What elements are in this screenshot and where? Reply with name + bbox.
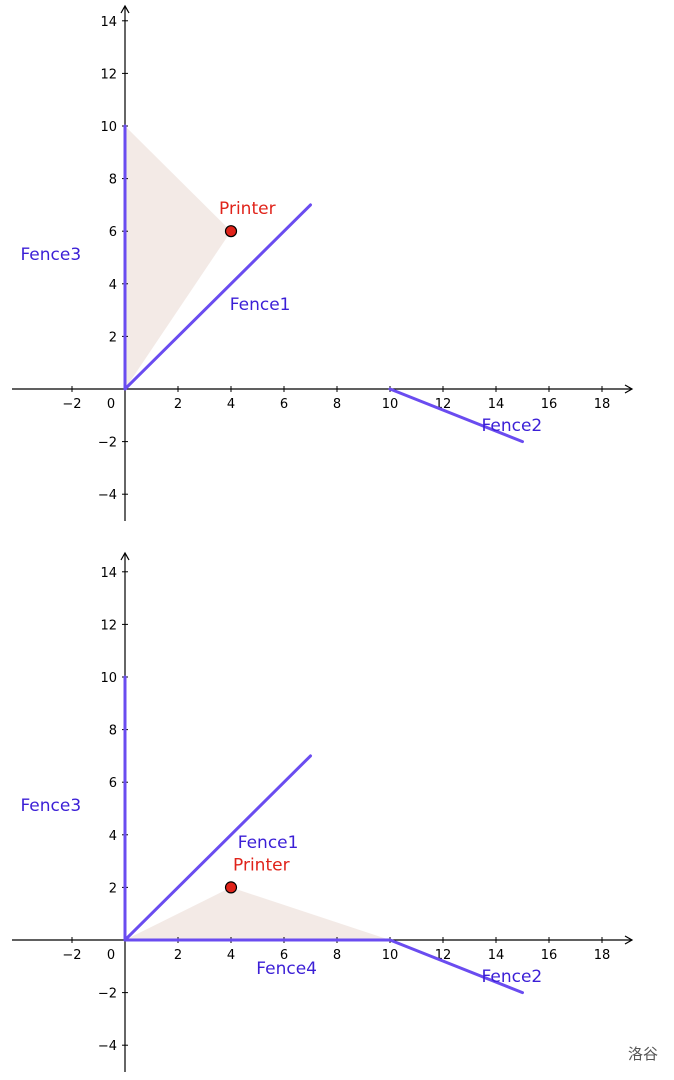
x-axis-arrow [624, 935, 634, 945]
x-tick-label: −2 [62, 397, 81, 412]
y-tick-label: 10 [100, 120, 117, 135]
y-axis-arrow [120, 4, 130, 14]
watermark: 洛谷 [627, 1045, 658, 1063]
panel-2: −2 0 2 4 6 8 10 12 14 16 18−4−22468101214Fence1Fen… [12, 551, 634, 1072]
y-tick-label: 4 [109, 278, 117, 293]
y-tick-label: 14 [100, 15, 117, 30]
x-tick-label: 4 [227, 948, 235, 963]
x-tick-label: −2 [62, 948, 81, 963]
printer-point [224, 225, 238, 238]
y-tick-label: 10 [100, 671, 117, 686]
fence-label: Fence3 [20, 245, 81, 265]
fence-label: Fence4 [256, 959, 317, 979]
printer-point [224, 881, 238, 894]
x-tick-label: 18 [594, 397, 611, 412]
y-tick-label: 8 [109, 724, 117, 739]
y-tick-label: 2 [109, 881, 117, 896]
x-tick-label: 6 [280, 948, 288, 963]
x-tick-label: 18 [594, 948, 611, 963]
y-tick-label: −4 [98, 488, 117, 503]
printer-label: Printer [233, 855, 290, 875]
fence-fence1 [123, 203, 312, 391]
x-tick-label: 6 [280, 397, 288, 412]
y-tick-label: 6 [109, 776, 117, 791]
x-tick-label: 16 [541, 397, 558, 412]
y-tick-label: 4 [109, 829, 117, 844]
x-tick-label: 14 [488, 397, 505, 412]
y-tick-label: 8 [109, 173, 117, 188]
y-tick-label: −4 [98, 1039, 117, 1054]
fence-label: Fence1 [230, 295, 291, 315]
x-tick-label: 0 [107, 397, 115, 412]
fence-label: Fence2 [482, 416, 543, 436]
y-tick-label: −2 [98, 987, 117, 1002]
y-tick-label: 2 [109, 330, 117, 345]
fence-label: Fence3 [20, 796, 81, 816]
panel-1: −2 0 2 4 6 8 10 12 14 16 18−4−22468101214Fence1Fen… [12, 4, 634, 521]
fence-label: Fence2 [482, 967, 543, 987]
fence-label: Fence1 [238, 833, 299, 853]
y-axis-arrow [120, 551, 130, 561]
printer-label: Printer [219, 199, 276, 219]
x-tick-label: 16 [541, 948, 558, 963]
x-axis-arrow [624, 384, 634, 394]
x-tick-label: 2 [174, 397, 182, 412]
y-tick-label: 6 [109, 225, 117, 240]
x-tick-label: 8 [333, 948, 341, 963]
fence-fence2 [388, 938, 524, 995]
x-tick-label: 4 [227, 397, 235, 412]
x-tick-label: 10 [382, 948, 399, 963]
y-tick-label: 12 [100, 618, 117, 633]
x-tick-label: 8 [333, 397, 341, 412]
x-tick-label: 0 [107, 948, 115, 963]
shaded-region [125, 887, 390, 940]
shaded-region [125, 126, 231, 389]
fence-fence1 [123, 754, 312, 942]
y-tick-label: −2 [98, 436, 117, 451]
fence-fence2 [388, 387, 524, 444]
x-tick-label: 10 [382, 397, 399, 412]
y-tick-label: 12 [100, 67, 117, 82]
x-tick-label: 14 [488, 948, 505, 963]
y-tick-label: 14 [100, 566, 117, 581]
x-tick-label: 2 [174, 948, 182, 963]
